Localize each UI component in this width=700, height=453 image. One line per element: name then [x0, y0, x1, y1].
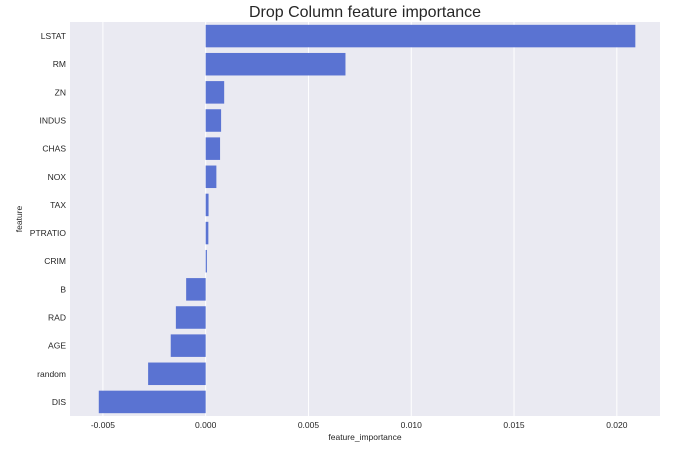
x-tick-label: -0.005	[91, 420, 115, 430]
x-tick-label: 0.020	[606, 420, 628, 430]
bar-lstat	[205, 24, 636, 48]
y-tick-label-random: random	[37, 369, 66, 379]
bar-nox	[205, 165, 217, 189]
x-tick-label: 0.015	[503, 420, 525, 430]
bar-tax	[205, 193, 209, 217]
y-tick-labels: LSTAT RM ZN INDUS CHAS NOX TAX PTRATIO CRIM B RAD A…	[30, 31, 67, 407]
bar-random	[148, 362, 206, 386]
y-tick-label-indus: INDUS	[40, 116, 67, 126]
bar-rad	[175, 306, 206, 329]
y-tick-label-ptratio: PTRATIO	[30, 228, 67, 238]
x-tick-label: 0.010	[401, 420, 423, 430]
bar-b	[186, 278, 206, 301]
x-tick-label: 0.005	[298, 420, 320, 430]
y-tick-label-rad: RAD	[48, 313, 66, 323]
y-tick-label-chas: CHAS	[42, 144, 66, 154]
plot-area	[70, 22, 660, 416]
bar-indus	[205, 109, 222, 132]
y-tick-label-age: AGE	[48, 341, 66, 351]
y-tick-label-zn: ZN	[55, 87, 66, 97]
y-tick-label-b: B	[60, 284, 66, 294]
y-axis-label: feature	[14, 205, 24, 232]
y-tick-label-lstat: LSTAT	[41, 31, 66, 41]
bar-crim	[205, 249, 207, 273]
x-tick-label: 0.000	[195, 420, 217, 430]
x-axis-label: feature_importance	[328, 432, 402, 442]
bar-layer	[98, 24, 636, 414]
y-tick-label-dis: DIS	[52, 397, 67, 407]
y-tick-label-tax: TAX	[50, 200, 66, 210]
chart-title: Drop Column feature importance	[249, 4, 481, 21]
y-tick-label-nox: NOX	[48, 172, 67, 182]
y-tick-label-rm: RM	[53, 59, 66, 69]
bar-rm	[205, 52, 346, 76]
bar-ptratio	[205, 221, 209, 245]
bar-chas	[205, 137, 221, 160]
bar-zn	[205, 81, 225, 104]
bar-dis	[98, 390, 206, 414]
x-tick-labels: -0.005 0.000 0.005 0.010 0.015 0.020	[91, 420, 628, 430]
bar-age	[170, 334, 206, 357]
y-tick-label-crim: CRIM	[44, 256, 66, 266]
